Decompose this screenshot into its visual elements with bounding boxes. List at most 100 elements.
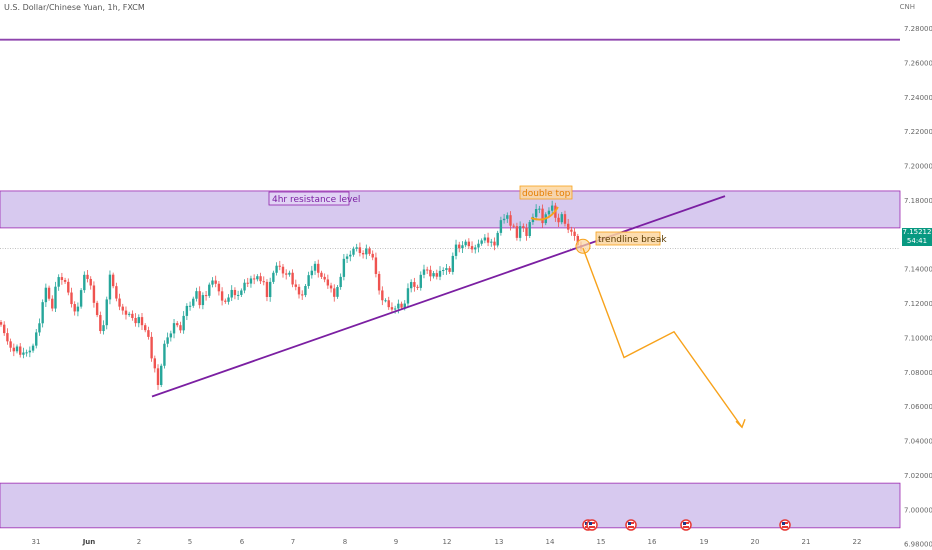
- candle-body: [374, 257, 378, 274]
- candle-body: [35, 332, 38, 346]
- candle-body: [493, 241, 496, 246]
- candle-body: [547, 210, 551, 215]
- chart-title: U.S. Dollar/Chinese Yuan, 1h, FXCM: [4, 3, 145, 12]
- candle-body: [368, 248, 371, 254]
- flag-canton: [628, 522, 631, 525]
- candle-body: [550, 205, 554, 211]
- candle-body: [275, 265, 278, 273]
- candle-body: [140, 317, 144, 326]
- candle-body: [329, 285, 333, 289]
- candle-body: [576, 235, 579, 246]
- candle-body: [156, 368, 160, 385]
- us-event-flag-icon[interactable]: [680, 519, 692, 531]
- candle-body: [499, 220, 503, 233]
- price-tick-label: 7.14000: [904, 266, 932, 274]
- candle-body: [105, 299, 108, 326]
- candle-body: [349, 254, 352, 257]
- flag-stripe: [628, 526, 634, 528]
- candle-body: [230, 289, 233, 298]
- candle-body: [47, 287, 51, 299]
- candle-body: [6, 333, 9, 342]
- candle-body: [118, 298, 121, 307]
- resistance-zone: [0, 190, 901, 229]
- candle-body: [432, 273, 435, 277]
- candle-body: [422, 269, 426, 275]
- candle-body: [79, 290, 83, 307]
- candle-body: [326, 279, 330, 286]
- candle-body: [409, 282, 413, 289]
- candle-body: [227, 297, 230, 302]
- candle-body: [570, 229, 573, 232]
- candle-body: [268, 281, 272, 297]
- candle-body: [442, 270, 445, 272]
- candle-body: [413, 282, 416, 287]
- candle-body: [336, 287, 339, 297]
- price-tick-label: 7.28000: [904, 25, 932, 33]
- price-tick-label: 7.00000: [904, 506, 932, 514]
- candle-body: [38, 323, 41, 333]
- candle-body: [240, 290, 243, 295]
- candle-body: [28, 350, 32, 353]
- time-tick-label: 8: [343, 538, 347, 546]
- time-tick-label: 16: [648, 538, 657, 546]
- us-event-flag-icon[interactable]: [625, 519, 637, 531]
- candle-body: [9, 341, 12, 348]
- price-tick-label: 7.10000: [904, 334, 932, 342]
- us-event-flag-icon[interactable]: [779, 519, 791, 531]
- candle-body: [403, 303, 406, 308]
- price-tick-label: 7.08000: [904, 369, 932, 377]
- candle-body: [185, 305, 189, 316]
- time-tick-label: Jun: [82, 538, 96, 546]
- price-tick-label: 7.04000: [904, 438, 932, 446]
- candle-body: [393, 308, 397, 310]
- candle-body: [179, 325, 182, 331]
- candle-body: [252, 278, 256, 280]
- price-tick-label: 7.06000: [904, 403, 932, 411]
- price-tick-label: 7.12000: [904, 300, 932, 308]
- candle-body: [41, 302, 44, 324]
- candle-body: [284, 273, 288, 275]
- candle-body: [127, 313, 131, 315]
- candle-body: [73, 304, 76, 312]
- candle-body: [44, 287, 48, 303]
- support-zone: [0, 482, 901, 529]
- candle-body: [297, 286, 301, 295]
- candle-body: [381, 290, 384, 301]
- candle-body: [345, 256, 349, 259]
- candles-layer: [0, 200, 583, 390]
- current-price-tag: 7.15212 54:41: [902, 228, 932, 246]
- double-top-arc: [530, 206, 559, 221]
- candle-body: [387, 300, 390, 308]
- candle-body: [51, 298, 54, 309]
- candle-body: [490, 241, 493, 243]
- candle-body: [233, 289, 237, 296]
- candle-body: [506, 215, 509, 219]
- candle-body: [22, 352, 25, 355]
- candle-body: [115, 286, 118, 299]
- double-top-label-box: [519, 185, 573, 200]
- candle-body: [272, 272, 275, 282]
- time-axis[interactable]: 31 Jun 2 5 6 7 8 9 12 13 14 15 16 19 20 21 22: [32, 538, 862, 546]
- candle-body: [150, 336, 153, 359]
- candle-body: [323, 276, 326, 280]
- us-event-flag-icon[interactable]: [586, 519, 598, 531]
- candle-body: [160, 365, 163, 385]
- candle-body: [483, 237, 487, 241]
- candle-body: [445, 268, 448, 271]
- candle-body: [147, 330, 150, 337]
- candle-body: [134, 317, 137, 324]
- time-tick-label: 31: [32, 538, 41, 546]
- candle-body: [188, 305, 192, 307]
- candle-body: [419, 274, 422, 288]
- candle-body: [384, 300, 387, 302]
- price-axis[interactable]: 7.28000 7.26000 7.24000 7.22000 7.20000 7.180…: [904, 25, 932, 549]
- candle-body: [496, 232, 499, 246]
- candle-body: [208, 284, 211, 296]
- candle-body: [573, 231, 576, 236]
- candle-body: [525, 227, 528, 236]
- candle-body: [406, 288, 410, 304]
- candle-body: [352, 248, 355, 255]
- candle-body: [448, 268, 451, 272]
- candle-body: [102, 325, 105, 332]
